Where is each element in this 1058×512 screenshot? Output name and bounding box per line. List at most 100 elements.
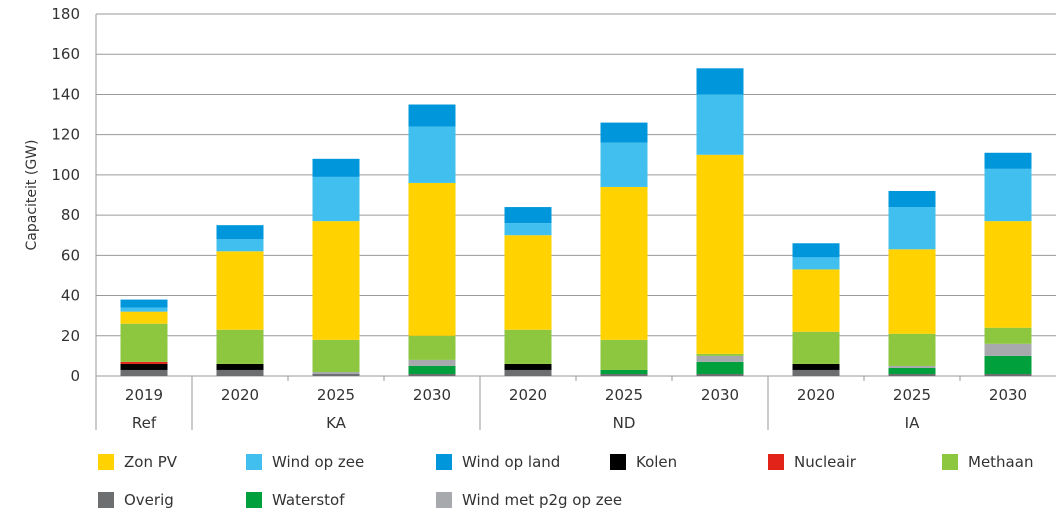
bar-segment [600, 369, 648, 374]
chart-svg: 0 20 40 60 80 100 120 140 160 180 Capaciteit (GW) 2… [24, 5, 1056, 432]
bar-segment [504, 369, 552, 376]
bar-segment [120, 307, 168, 312]
bar-segment [408, 182, 456, 336]
bar-segment [312, 221, 360, 340]
x-tick-label: 2020 [797, 386, 835, 404]
x-tick-label: 2030 [989, 386, 1027, 404]
bar-segment [792, 243, 840, 258]
x-tick-label: 2025 [317, 386, 355, 404]
bar-segment [312, 339, 360, 372]
bar-segment [504, 235, 552, 330]
legend-label: Kolen [636, 453, 678, 471]
legend-swatch [942, 454, 958, 470]
bar-segment [216, 225, 264, 240]
bar-segment [696, 373, 744, 376]
bar-segment [984, 355, 1032, 374]
bar-segment [312, 176, 360, 222]
bar-segment [120, 323, 168, 362]
bar-segment [888, 373, 936, 376]
y-tick-label: 0 [70, 367, 80, 385]
bar-segment [504, 207, 552, 224]
bar-segment [312, 158, 360, 177]
bar-segment [984, 168, 1032, 222]
legend-item-nucleair: Nucleair [768, 452, 856, 472]
bar-segment [888, 333, 936, 366]
bar-segment [216, 369, 264, 376]
bar-segment [504, 363, 552, 370]
bar-segment [504, 329, 552, 364]
bar-segment [120, 361, 168, 364]
bar-segment [792, 257, 840, 270]
legend-label: Wind op zee [272, 453, 365, 471]
x-tick-label: 2025 [605, 386, 643, 404]
stacked-bar-chart: 0 20 40 60 80 100 120 140 160 180 Capaciteit (GW) 2… [24, 5, 1056, 432]
bar-segment [792, 369, 840, 376]
legend-swatch [246, 492, 262, 508]
legend-swatch [768, 454, 784, 470]
legend-item-wind-op-zee: Wind op zee [246, 452, 364, 472]
y-tick-label: 140 [51, 85, 80, 103]
bar-segment [600, 122, 648, 143]
y-tick-label: 60 [61, 246, 80, 264]
bar-segment [504, 223, 552, 236]
y-tick-label: 120 [51, 126, 80, 144]
y-tick-label: 180 [51, 5, 80, 23]
bar-segment [408, 335, 456, 360]
bar-segment [888, 249, 936, 334]
bar-segment [600, 186, 648, 340]
legend-swatch [436, 492, 452, 508]
y-tick-label: 160 [51, 45, 80, 63]
group-label: IA [905, 414, 920, 432]
bar-segment [408, 373, 456, 376]
bar-segment [120, 363, 168, 370]
legend-item-kolen: Kolen [610, 452, 677, 472]
legend-swatch [246, 454, 262, 470]
bar-segment [120, 369, 168, 376]
bar-segment [408, 126, 456, 183]
legend: Zon PV Wind op zee Wind op land Kolen Nu… [0, 440, 1058, 512]
bar-segment [792, 269, 840, 332]
bar-segment [408, 104, 456, 127]
legend-label: Overig [124, 491, 174, 509]
y-tick-label: 80 [61, 206, 80, 224]
legend-label: Wind met p2g op zee [462, 491, 623, 509]
bar-segment [696, 68, 744, 95]
legend-item-zon-pv: Zon PV [98, 452, 177, 472]
legend-item-waterstof: Waterstof [246, 490, 345, 510]
bar-segment [696, 154, 744, 354]
bar-segment [120, 311, 168, 324]
x-tick-label: 2020 [221, 386, 259, 404]
legend-item-overig: Overig [98, 490, 174, 510]
bar-segment [600, 142, 648, 187]
legend-label: Zon PV [124, 453, 178, 471]
bar-segment [888, 207, 936, 250]
legend-swatch [610, 454, 626, 470]
bar-segment [408, 365, 456, 374]
x-tick-label: 2019 [125, 386, 163, 404]
bar-segment [696, 355, 744, 362]
bar-segment [312, 371, 360, 374]
bar-segment [216, 329, 264, 364]
bar-segment [888, 367, 936, 374]
legend-item-wind-met-p2g-op-zee: Wind met p2g op zee [436, 490, 622, 510]
bar-segment [696, 361, 744, 374]
bar-segment [888, 190, 936, 208]
y-tick-label: 40 [61, 287, 80, 305]
bar-segment [216, 363, 264, 370]
legend-swatch [98, 492, 114, 508]
bar-segment [984, 221, 1032, 328]
y-axis-label: Capaciteit (GW) [24, 140, 40, 251]
legend-label: Wind op land [462, 453, 561, 471]
bar-segment [984, 327, 1032, 344]
legend-swatch [98, 454, 114, 470]
bar-segment [792, 331, 840, 364]
legend-label: Waterstof [272, 491, 345, 509]
group-label: Ref [132, 414, 157, 432]
bar-segment [600, 339, 648, 370]
y-tick-label: 100 [51, 166, 80, 184]
x-tick-label: 2030 [701, 386, 739, 404]
legend-item-methaan: Methaan [942, 452, 1033, 472]
legend-label: Nucleair [794, 453, 856, 471]
group-label: KA [326, 414, 347, 432]
legend-item-wind-op-land: Wind op land [436, 452, 560, 472]
